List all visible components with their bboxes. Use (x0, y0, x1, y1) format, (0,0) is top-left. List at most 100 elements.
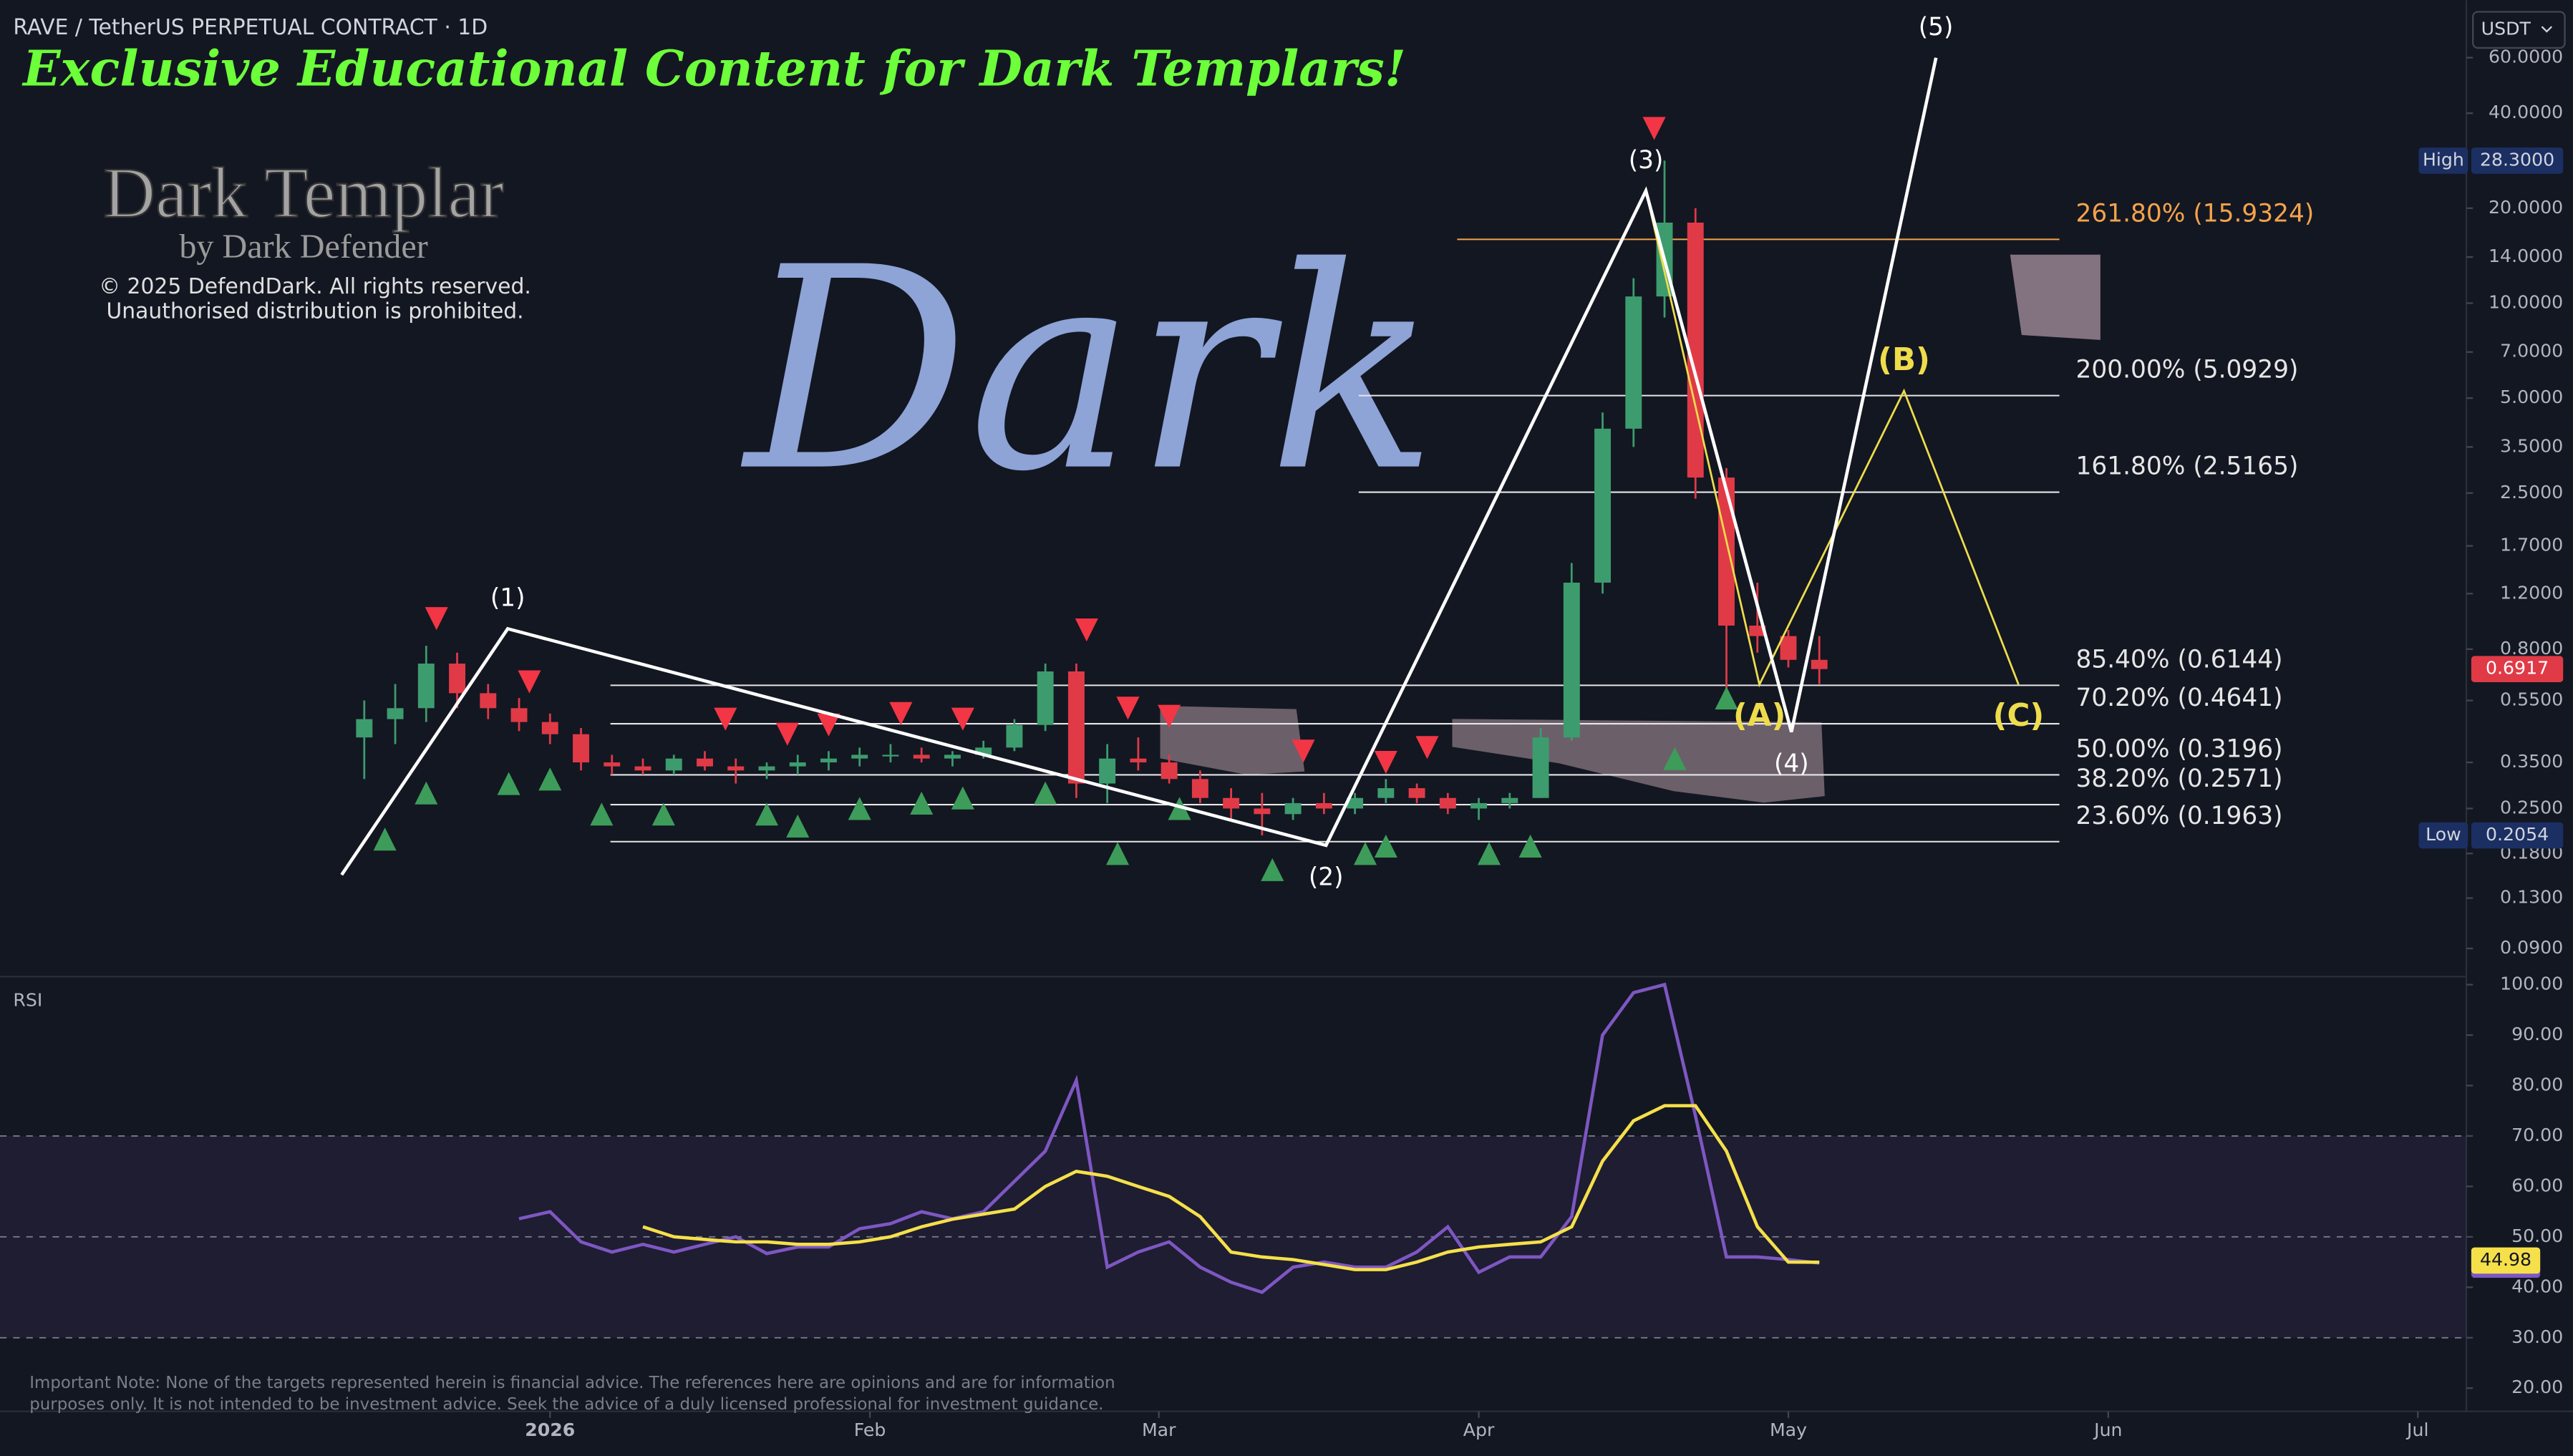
buy-signal (415, 781, 438, 805)
fib-label: 23.60% (0.1963) (2075, 802, 2282, 830)
waves-label: (1) (490, 583, 525, 612)
candle-body (665, 758, 682, 771)
candle-body (1687, 223, 1704, 478)
candle-body (1223, 797, 1240, 809)
corrective-label: (B) (1878, 342, 1930, 378)
sell-signal (951, 707, 974, 731)
byline: by Dark Defender (179, 228, 427, 266)
y-tick-label: 80.00 (2511, 1074, 2563, 1095)
y-tick-label: 10.0000 (2489, 291, 2563, 312)
sell-signal (1075, 618, 1098, 642)
buy-signal (590, 802, 614, 826)
chart-title: RAVE / TetherUS PERPETUAL CONTRACT · 1D (13, 15, 488, 40)
y-tick-label: 60.0000 (2489, 47, 2563, 67)
y-tick-label: 0.5500 (2500, 689, 2563, 710)
waves-label: (4) (1774, 749, 1809, 778)
headline: Exclusive Educational Content for Dark T… (21, 39, 1406, 97)
rsi-line (642, 1104, 1820, 1271)
candle-body (1130, 758, 1147, 763)
candle-body (634, 766, 651, 771)
buy-signal (1106, 842, 1130, 865)
y-tick-label: 0.0900 (2500, 937, 2563, 958)
high-value-text: 28.3000 (2480, 149, 2554, 170)
sell-signal (714, 707, 737, 731)
candle-body (1749, 625, 1766, 636)
currency-box[interactable] (2472, 11, 2566, 49)
candle-body (1470, 802, 1488, 809)
high-name-badge (2418, 147, 2468, 174)
buy-signal (1477, 842, 1501, 865)
sell-signal (1642, 117, 1666, 140)
y-tick-label: 90.00 (2511, 1024, 2563, 1044)
x-tick-label: 2026 (525, 1419, 575, 1440)
sell-signal (817, 713, 840, 737)
candle-body (1439, 797, 1456, 809)
waves-label: (3) (1629, 146, 1664, 175)
candle-body (727, 766, 745, 771)
candle-body (604, 762, 621, 767)
fib-label: 261.80% (15.9324) (2075, 199, 2314, 228)
cloud (2010, 254, 2100, 340)
sell-signal (518, 670, 541, 694)
y-tick-label: 5.0000 (2500, 387, 2563, 407)
y-tick-label: 0.8000 (2500, 638, 2563, 659)
currency-selector[interactable]: USDT (2472, 11, 2566, 49)
chevron[interactable] (2541, 26, 2553, 33)
buy-signal (848, 797, 871, 820)
waves-label: (2) (1309, 863, 1344, 891)
fib-label: 161.80% (2.5165) (2075, 452, 2298, 481)
candle-body (1625, 296, 1642, 429)
candle-body (573, 734, 589, 763)
fib-label: 85.40% (0.6144) (2075, 645, 2282, 674)
currency-label[interactable]: USDT (2481, 19, 2531, 39)
candle-body (697, 758, 713, 767)
candle-body (480, 693, 497, 709)
candle-body (356, 719, 373, 738)
rsi-line (518, 982, 1820, 1294)
y-tick-label: 40.00 (2511, 1276, 2563, 1296)
buy-signal (651, 802, 675, 826)
high-name-text: High (2423, 149, 2464, 170)
candle-body (1160, 762, 1178, 780)
candle-body (789, 762, 806, 767)
sell-signal (1158, 704, 1181, 728)
x-tick-label: Apr (1463, 1419, 1495, 1440)
x-tick-label: Mar (1142, 1419, 1176, 1440)
candle-body (820, 758, 837, 763)
candle-body (1037, 671, 1054, 725)
candle-body (851, 754, 868, 759)
buy-signal (1518, 834, 1542, 858)
sell-signal (1292, 739, 1315, 763)
candle-body (417, 664, 435, 709)
low-name-badge (2418, 822, 2468, 849)
note-line: purposes only. It is not intended to be … (29, 1395, 1103, 1414)
buy-signal (1663, 747, 1687, 770)
waves-label: (5) (1919, 13, 1954, 42)
low-name-text: Low (2426, 824, 2461, 845)
candle-body (1811, 659, 1828, 669)
y-tick-label: 70.00 (2511, 1125, 2563, 1145)
sell-signal (1374, 751, 1397, 775)
y-tick-label: 2.5000 (2500, 482, 2563, 503)
y-tick-label: 0.2500 (2500, 797, 2563, 817)
sell-signal (425, 607, 448, 631)
y-tick-label: 60.00 (2511, 1175, 2563, 1195)
y-tick-label: 20.0000 (2489, 197, 2563, 218)
low-value-text: 0.2054 (2486, 824, 2549, 845)
buy-signal (910, 791, 934, 815)
copyright: © 2025 DefendDark. All rights reserved. (99, 274, 531, 299)
buy-signal (786, 814, 810, 838)
y-tick-label: 40.0000 (2489, 102, 2563, 122)
y-tick-label: 0.3500 (2500, 751, 2563, 772)
candle-body (758, 766, 775, 771)
candle-body (1780, 636, 1797, 660)
candle-body (1377, 788, 1395, 798)
note-line: Important Note: None of the targets repr… (29, 1374, 1115, 1392)
y-tick-label: 7.0000 (2500, 341, 2563, 361)
candle-body (975, 747, 992, 755)
high-value-badge (2471, 147, 2564, 174)
last-price-text: 0.6917 (2486, 658, 2549, 679)
brand: Dark Templar (103, 152, 504, 233)
fib-label: 50.00% (0.3196) (2075, 735, 2282, 764)
